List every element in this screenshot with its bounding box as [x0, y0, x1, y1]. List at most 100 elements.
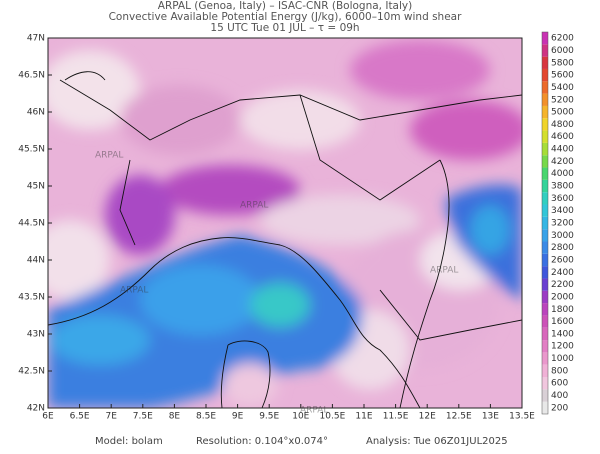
colorbar-label: 2000 — [551, 292, 574, 302]
colorbar-swatch — [542, 352, 548, 365]
lat-label: 46N — [27, 108, 45, 118]
colorbar-label: 3200 — [551, 219, 574, 229]
colorbar-label: 1200 — [551, 342, 574, 352]
lon-label: 9.5E — [259, 412, 279, 422]
lon-label: 12.5E — [446, 412, 472, 422]
colorbar-label: 3600 — [551, 194, 574, 204]
map-ticks: 42N 42.5N 43N 43.5N 44N 44.5N 45N 45.5N 46N 46.5N… — [18, 34, 535, 422]
header-line: Convective Available Potential Energy (J… — [109, 11, 463, 23]
colorbar-swatch — [542, 290, 548, 304]
lon-label: 8.5E — [196, 412, 216, 422]
lon-label: 8E — [169, 412, 181, 422]
colorbar-label: 5000 — [551, 108, 574, 118]
colorbar-swatch — [542, 105, 548, 119]
colorbar-label: 2400 — [551, 268, 574, 278]
colorbar-label: 200 — [551, 403, 568, 413]
lat-label: 47N — [27, 34, 45, 44]
colorbar-swatch — [542, 377, 548, 390]
colorbar-label: 4200 — [551, 157, 574, 167]
lon-label: 13E — [482, 412, 499, 422]
lat-label: 42.5N — [18, 367, 45, 377]
colorbar-swatch — [542, 327, 548, 341]
lon-label: 6.5E — [70, 412, 90, 422]
colorbar-label: 3000 — [551, 231, 574, 241]
colorbar-label: 800 — [551, 366, 568, 376]
watermark: ARPAL — [95, 151, 123, 161]
colorbar-swatch — [542, 216, 548, 230]
colorbar-swatch — [542, 56, 548, 69]
lat-label: 43N — [27, 330, 45, 340]
colorbar-swatch — [542, 253, 548, 267]
watermark: ARPAL — [430, 266, 458, 276]
colorbar-label: 5200 — [551, 95, 574, 105]
lon-label: 10.5E — [320, 412, 346, 422]
footer-resolution: Resolution: 0.104°x0.074° — [196, 436, 328, 447]
colorbar-swatch — [542, 142, 548, 156]
lat-label: 43.5N — [18, 293, 45, 303]
colorbar-label: 5800 — [551, 58, 574, 68]
lon-label: 7E — [105, 412, 117, 422]
colorbar-label: 1600 — [551, 317, 574, 327]
colorbar-swatch — [542, 118, 548, 131]
watermark: ARPAL — [240, 201, 268, 211]
colorbar-label: 1000 — [551, 354, 574, 364]
lat-label: 44.5N — [18, 219, 45, 229]
colorbar-swatch — [542, 32, 548, 45]
footer-analysis: Analysis: Tue 06Z01JUL2025 — [366, 436, 508, 447]
lat-label: 45.5N — [18, 145, 45, 155]
colorbar-swatch — [542, 68, 548, 82]
header-line: ARPAL (Genoa, Italy) – ISAC-CNR (Bologna… — [158, 0, 412, 12]
colorbar-swatch — [542, 401, 548, 414]
colorbar-label: 4600 — [551, 132, 574, 142]
watermark: ARPAL — [300, 406, 328, 416]
colorbar-swatch — [542, 155, 548, 168]
colorbar-label: 1800 — [551, 305, 574, 315]
lon-label: 6E — [42, 412, 54, 422]
lon-label: 10E — [292, 412, 309, 422]
colorbar-label: 6200 — [551, 34, 574, 44]
colorbar-label: 4800 — [551, 120, 574, 130]
colorbar-label: 5400 — [551, 83, 574, 93]
lon-label: 12E — [419, 412, 436, 422]
colorbar-swatch — [542, 303, 548, 316]
colorbar-label: 1400 — [551, 329, 574, 339]
colorbar-swatch — [542, 167, 548, 180]
colorbar-label: 6000 — [551, 46, 574, 56]
colorbar-label: 4000 — [551, 169, 574, 179]
colorbar-label: 2800 — [551, 243, 574, 253]
lat-label: 42N — [27, 404, 45, 414]
colorbar-swatch — [542, 389, 548, 402]
lon-label: 11.5E — [383, 412, 409, 422]
colorbar-swatch — [542, 81, 548, 94]
colorbar-label: 2600 — [551, 255, 574, 265]
colorbar-label: 600 — [551, 379, 568, 389]
lat-label: 45N — [27, 182, 45, 192]
colorbar-swatch — [542, 340, 548, 353]
colorbar-swatch — [542, 315, 548, 328]
colorbar-swatch — [542, 266, 548, 279]
colorbar-label: 2200 — [551, 280, 574, 290]
lon-label: 13.5E — [509, 412, 535, 422]
colorbar-swatch — [542, 204, 548, 217]
header-line: 15 UTC Tue 01 JUL – τ = 09h — [210, 22, 359, 34]
colorbar-label: 3800 — [551, 182, 574, 192]
colorbar-swatch — [542, 229, 548, 242]
colorbar-swatch — [542, 93, 548, 106]
colorbar-swatch — [542, 44, 548, 57]
colorbar-label: 400 — [551, 391, 568, 401]
lon-label: 9E — [232, 412, 244, 422]
cape-field — [48, 38, 522, 408]
lat-label: 44N — [27, 256, 45, 266]
colorbar-label: 4400 — [551, 145, 574, 155]
colorbar-swatch — [542, 278, 548, 291]
colorbar: 200 400 600 800 1000 1200 1400 1600 1800 2000 2200… — [541, 31, 574, 415]
lon-label: 11E — [355, 412, 372, 422]
colorbar-swatch — [542, 192, 548, 205]
lon-label: 7.5E — [133, 412, 153, 422]
watermark: ARPAL — [120, 286, 148, 296]
lat-label: 46.5N — [18, 71, 45, 81]
colorbar-swatch — [542, 130, 548, 143]
colorbar-swatch — [542, 241, 548, 254]
colorbar-label: 5600 — [551, 71, 574, 81]
